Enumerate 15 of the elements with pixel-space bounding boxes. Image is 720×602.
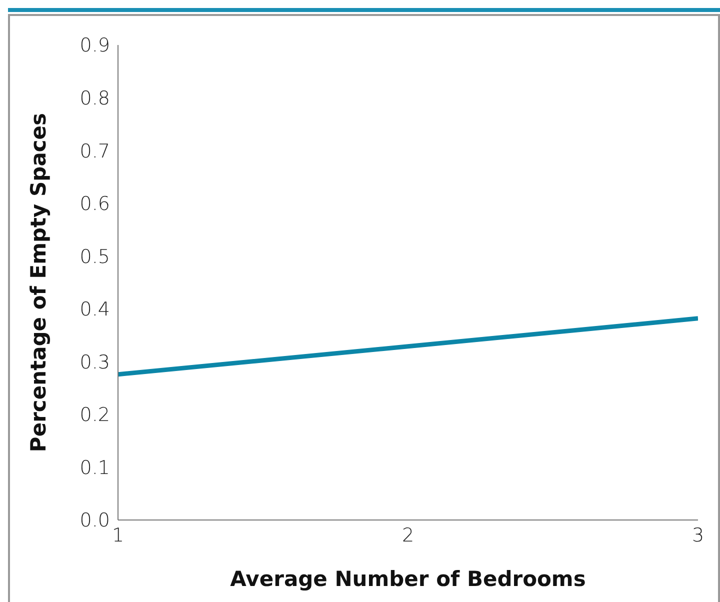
y-tick-label: 0.9 [80, 34, 110, 57]
y-tick-label: 0.3 [80, 351, 110, 374]
y-tick-label: 0.1 [80, 456, 110, 479]
y-tick-label: 0.0 [80, 510, 110, 532]
x-tick-label: 1 [112, 524, 124, 546]
y-tick-label: 0.8 [80, 88, 110, 110]
y-tick-label: 0.6 [80, 193, 110, 216]
x-tick-label: 3 [692, 524, 704, 546]
y-tick-label: 0.2 [80, 404, 110, 426]
y-tick-label: 0.7 [80, 140, 110, 162]
y-tick-label: 0.5 [80, 246, 110, 268]
y-tick-label: 0.4 [80, 298, 110, 321]
x-axis-title: Average Number of Bedrooms [230, 567, 586, 591]
x-tick-label: 2 [402, 524, 414, 546]
y-axis-title: Percentage of Empty Spaces [26, 112, 50, 452]
